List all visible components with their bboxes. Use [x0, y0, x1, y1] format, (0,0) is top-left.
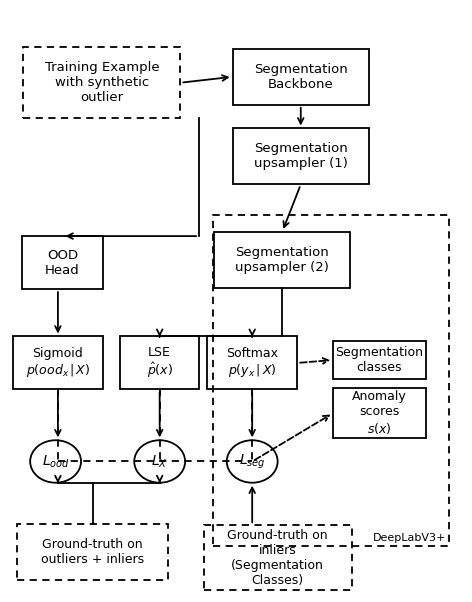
Text: Segmentation
upsampler (2): Segmentation upsampler (2)	[236, 246, 329, 274]
Text: Segmentation
classes: Segmentation classes	[336, 346, 423, 374]
Bar	[13, 337, 103, 389]
Text: OOD
Head: OOD Head	[45, 249, 80, 277]
Text: LSE
$\hat{p}(x)$: LSE $\hat{p}(x)$	[147, 346, 173, 380]
Text: Anomaly
scores
$s(x)$: Anomaly scores $s(x)$	[352, 390, 407, 436]
Text: $L_{ood}$: $L_{ood}$	[42, 453, 69, 470]
Text: Softmax
$p(y_x\,|\,X)$: Softmax $p(y_x\,|\,X)$	[226, 347, 278, 379]
Text: Ground-truth on
inliers
(Segmentation
Classes): Ground-truth on inliers (Segmentation Cl…	[228, 529, 328, 586]
Text: $L_{seg}$: $L_{seg}$	[239, 452, 265, 471]
Bar	[233, 49, 369, 105]
Bar	[333, 341, 426, 379]
Text: Ground-truth on
outliers + inliers: Ground-truth on outliers + inliers	[41, 538, 144, 566]
Bar	[22, 236, 103, 289]
Text: DeepLabV3+: DeepLabV3+	[373, 533, 447, 543]
Text: Segmentation
upsampler (1): Segmentation upsampler (1)	[254, 143, 348, 170]
Text: $L_X$: $L_X$	[152, 453, 168, 470]
Bar	[214, 232, 351, 288]
Bar	[213, 216, 449, 546]
Text: Segmentation
Backbone: Segmentation Backbone	[254, 63, 348, 91]
Bar	[207, 337, 297, 389]
Bar	[23, 48, 180, 118]
Bar	[233, 128, 369, 184]
Bar	[17, 524, 168, 580]
Text: Sigmoid
$p(ood_x\,|\,X)$: Sigmoid $p(ood_x\,|\,X)$	[26, 347, 90, 379]
Bar	[120, 337, 199, 389]
Text: Training Example
with synthetic
outlier: Training Example with synthetic outlier	[44, 61, 159, 104]
Bar	[203, 525, 352, 590]
Bar	[333, 388, 426, 438]
